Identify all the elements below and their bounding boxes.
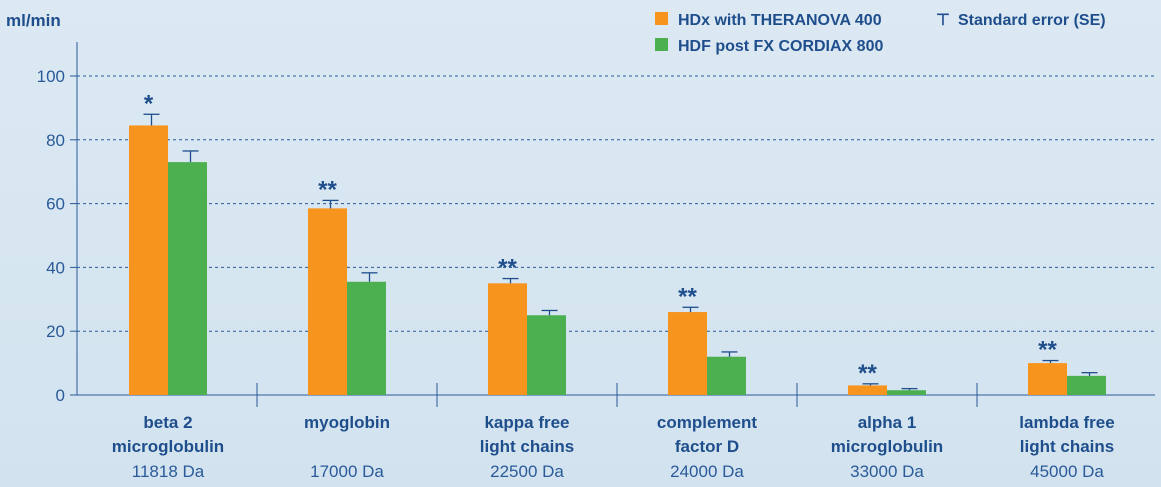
category-mass-label: 17000 Da bbox=[310, 462, 384, 481]
bar-hdf bbox=[707, 356, 746, 395]
category-label: light chains bbox=[1020, 437, 1114, 456]
category-mass-label: 24000 Da bbox=[670, 462, 744, 481]
significance-marker: ** bbox=[318, 176, 337, 203]
y-tick-label: 80 bbox=[46, 131, 65, 150]
significance-marker: ** bbox=[1038, 337, 1057, 364]
y-tick-labels: 0 20 40 60 80 100 bbox=[37, 67, 65, 405]
legend-swatch bbox=[655, 38, 668, 51]
bar-hdx bbox=[668, 312, 707, 395]
category-label: light chains bbox=[480, 437, 574, 456]
category-mass-label: 45000 Da bbox=[1030, 462, 1104, 481]
bar-hdx bbox=[848, 385, 887, 395]
y-tick-label: 0 bbox=[56, 386, 65, 405]
significance-marker: ** bbox=[678, 283, 697, 310]
error-bars bbox=[143, 113, 1098, 391]
category-label: alpha 1 bbox=[858, 413, 917, 432]
category-mass-label: 22500 Da bbox=[490, 462, 564, 481]
category-label: factor D bbox=[675, 437, 739, 456]
legend-label: HDF post FX CORDIAX 800 bbox=[678, 38, 883, 55]
bar-hdx bbox=[1028, 363, 1067, 395]
legend-label: HDx with THERANOVA 400 bbox=[678, 12, 882, 29]
y-tick-label: 60 bbox=[46, 195, 65, 214]
category-label: microglobulin bbox=[831, 437, 943, 456]
bar-hdf bbox=[168, 162, 207, 395]
y-tick-label: 100 bbox=[37, 67, 65, 86]
bar-hdx bbox=[129, 125, 168, 395]
bar-hdf bbox=[527, 315, 566, 395]
y-tick-label: 20 bbox=[46, 322, 65, 341]
significance-marker: ** bbox=[498, 255, 517, 282]
bar-hdx bbox=[308, 208, 347, 395]
y-axis-unit-label: ml/min bbox=[6, 11, 61, 30]
bar-hdf bbox=[1067, 375, 1106, 395]
legend: HDx with THERANOVA 400 HDF post FX CORDIA… bbox=[655, 12, 1106, 55]
category-label: microglobulin bbox=[112, 437, 224, 456]
y-tick-label: 40 bbox=[46, 258, 65, 277]
significance-markers: *********** bbox=[144, 90, 1058, 387]
category-label: beta 2 bbox=[143, 413, 192, 432]
standard-error-label: Standard error (SE) bbox=[958, 12, 1106, 29]
significance-marker: * bbox=[144, 90, 154, 117]
bar-hdf bbox=[347, 281, 386, 395]
axes bbox=[70, 42, 1155, 407]
bar-hdx bbox=[488, 283, 527, 395]
category-mass-label: 11818 Da bbox=[132, 462, 205, 481]
category-label: kappa free bbox=[484, 413, 569, 432]
bar-hdf bbox=[887, 390, 926, 395]
bars bbox=[129, 125, 1106, 395]
standard-error-icon: ⊤ bbox=[936, 12, 950, 29]
legend-swatch bbox=[655, 12, 668, 25]
category-labels: beta 2 microglobulin 11818 Da myoglobin 1700… bbox=[112, 413, 1115, 481]
significance-marker: ** bbox=[858, 360, 877, 387]
grid-layer bbox=[77, 75, 1155, 332]
category-label: complement bbox=[657, 413, 757, 432]
category-label: lambda free bbox=[1019, 413, 1114, 432]
category-mass-label: 33000 Da bbox=[850, 462, 924, 481]
category-label: myoglobin bbox=[304, 413, 390, 432]
